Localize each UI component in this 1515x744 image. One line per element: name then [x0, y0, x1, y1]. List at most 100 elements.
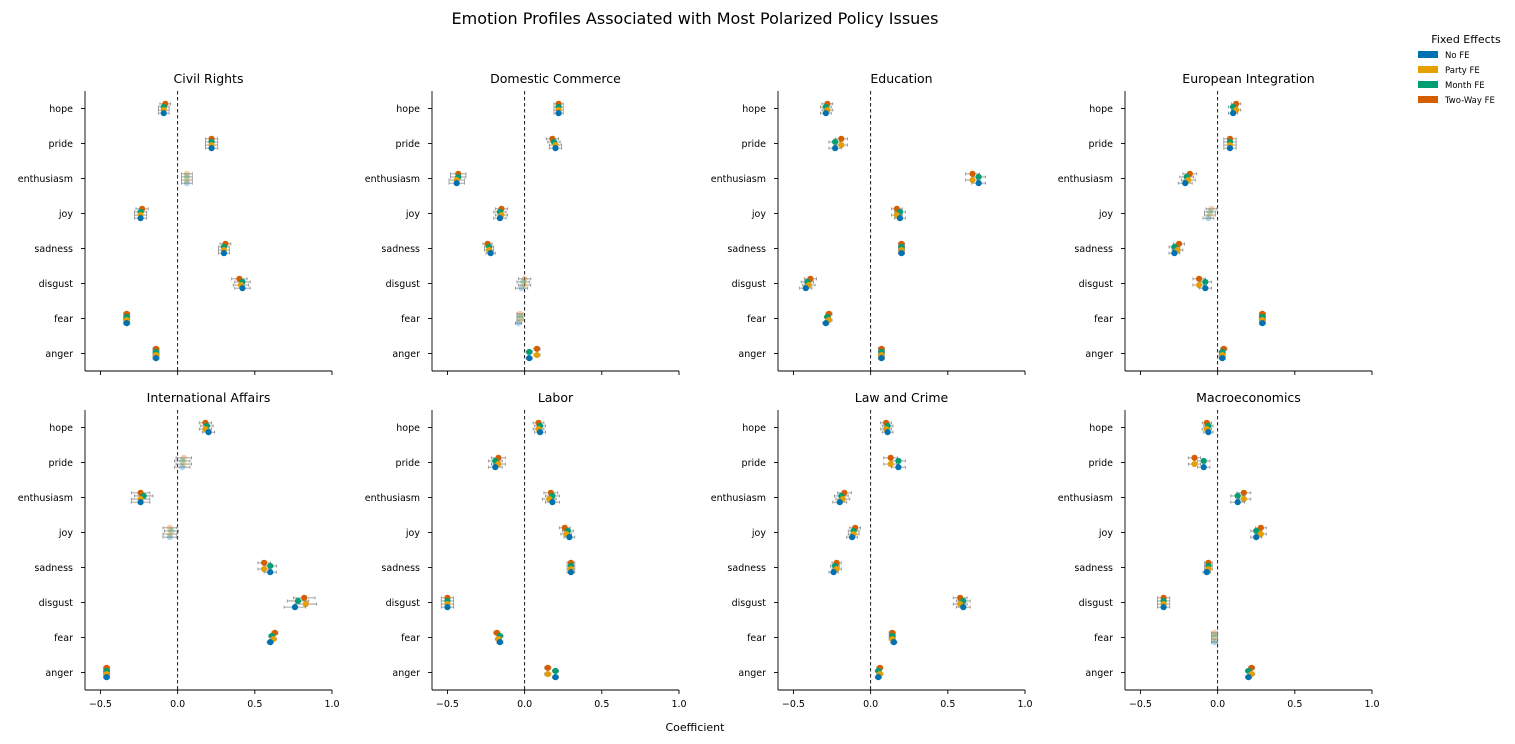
- data-point: [183, 176, 190, 184]
- x-tick-label: 0.0: [517, 699, 532, 710]
- x-tick-label: 1.0: [324, 699, 339, 710]
- y-tick-label: anger: [738, 349, 766, 360]
- data-point: [301, 594, 308, 601]
- data-point: [1206, 211, 1214, 219]
- y-tick-label: sadness: [381, 244, 420, 255]
- data-point: [838, 135, 845, 142]
- data-point: [849, 534, 856, 541]
- data-point: [533, 345, 541, 352]
- y-tick-label: enthusiasm: [18, 174, 73, 185]
- data-point: [260, 565, 268, 573]
- data-point: [526, 355, 533, 362]
- data-point: [969, 176, 976, 184]
- data-point: [260, 559, 268, 566]
- y-tick-label: disgust: [1079, 279, 1114, 290]
- data-point: [552, 674, 559, 681]
- data-point: [444, 604, 451, 611]
- legend-swatch: [1418, 96, 1438, 103]
- y-tick-label: pride: [1089, 139, 1114, 150]
- data-point: [830, 569, 837, 576]
- data-point: [166, 530, 174, 538]
- data-point: [960, 604, 967, 611]
- y-tick-label: sadness: [34, 563, 73, 574]
- data-point: [137, 215, 144, 222]
- x-tick-label: 1.0: [671, 699, 686, 710]
- y-tick-label: fear: [54, 633, 73, 644]
- data-point: [884, 429, 891, 436]
- y-tick-label: anger: [45, 668, 73, 679]
- y-tick-label: disgust: [386, 279, 421, 290]
- y-tick-label: enthusiasm: [1058, 174, 1113, 185]
- y-tick-label: anger: [1085, 668, 1113, 679]
- y-tick-label: disgust: [39, 279, 74, 290]
- data-point: [208, 145, 215, 152]
- y-tick-label: hope: [1089, 104, 1113, 115]
- data-point: [533, 351, 541, 359]
- y-tick-label: joy: [1098, 528, 1113, 539]
- data-point: [1206, 208, 1214, 216]
- data-point: [895, 457, 902, 465]
- data-point: [183, 173, 190, 181]
- panel: Labor −0.5 0.0 0.5 1.0 hope pride enthusiasm joy…: [365, 390, 687, 710]
- x-tick-label: 0.5: [940, 699, 955, 710]
- data-point: [516, 313, 524, 321]
- data-point: [1182, 180, 1189, 187]
- data-point: [822, 110, 829, 117]
- data-point: [515, 320, 522, 327]
- y-tick-label: joy: [405, 528, 420, 539]
- data-point: [1202, 278, 1209, 286]
- data-point: [555, 110, 562, 117]
- y-tick-label: joy: [58, 209, 73, 220]
- data-point: [536, 429, 544, 436]
- y-tick-label: fear: [401, 633, 420, 644]
- data-point: [1211, 629, 1218, 636]
- data-point: [1205, 429, 1212, 436]
- data-point: [544, 664, 551, 671]
- data-point: [890, 639, 897, 646]
- y-tick-label: pride: [396, 458, 421, 469]
- panel-title: European Integration: [1182, 71, 1314, 86]
- data-point: [168, 527, 175, 535]
- data-point: [267, 639, 274, 646]
- panel: Macroeconomics −0.5 0.0 0.5 1.0 hope pride enth…: [1058, 390, 1380, 710]
- data-point: [895, 464, 902, 471]
- y-tick-label: disgust: [1079, 598, 1114, 609]
- data-point: [166, 534, 174, 541]
- y-tick-label: anger: [392, 668, 420, 679]
- x-tick-label: 1.0: [1017, 699, 1032, 710]
- panel: Domestic Commerce hope pride enthusiasm joy s…: [365, 71, 680, 375]
- y-tick-label: enthusiasm: [711, 174, 766, 185]
- data-point: [1240, 495, 1247, 503]
- data-point: [302, 600, 309, 608]
- data-point: [519, 278, 527, 286]
- y-tick-label: fear: [747, 633, 766, 644]
- y-tick-label: fear: [1094, 314, 1113, 325]
- data-point: [1203, 569, 1210, 576]
- data-point: [1205, 215, 1212, 222]
- data-point: [566, 534, 573, 541]
- data-point: [802, 285, 809, 292]
- panel-title: Domestic Commerce: [490, 71, 621, 86]
- y-tick-label: enthusiasm: [365, 174, 420, 185]
- y-tick-label: anger: [738, 668, 766, 679]
- y-tick-label: pride: [1089, 458, 1114, 469]
- x-tick-label: 0.5: [247, 699, 262, 710]
- data-point: [166, 524, 174, 531]
- y-tick-label: fear: [401, 314, 420, 325]
- legend-swatch: [1418, 66, 1438, 73]
- data-point: [836, 499, 843, 506]
- data-point: [878, 355, 885, 362]
- panel-title: International Affairs: [147, 390, 271, 405]
- y-tick-label: fear: [1094, 633, 1113, 644]
- data-point: [516, 316, 524, 324]
- data-point: [544, 670, 551, 678]
- data-point: [526, 348, 533, 356]
- x-tick-label: −0.5: [89, 699, 112, 710]
- data-point: [552, 667, 559, 675]
- data-point: [1219, 355, 1226, 362]
- data-point: [1259, 320, 1266, 327]
- data-point: [183, 170, 190, 177]
- y-tick-label: pride: [49, 139, 74, 150]
- y-tick-label: disgust: [732, 279, 767, 290]
